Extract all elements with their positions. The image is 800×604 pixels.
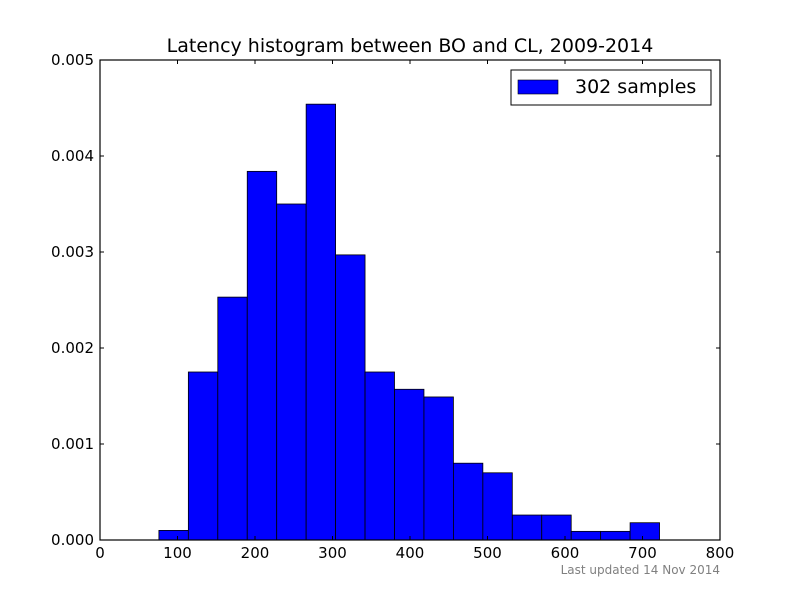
legend-label: 302 samples [575,76,696,98]
histogram-bar [629,522,660,541]
y-tick-label: 0.005 [51,51,94,69]
histogram-bar [217,296,248,541]
histogram-bar [600,530,631,541]
histogram-bar [482,472,513,541]
x-tick-label: 200 [241,544,270,562]
histogram-bar [158,530,189,541]
legend-swatch [517,79,559,95]
y-tick-label: 0.000 [51,531,94,549]
y-tick-label: 0.002 [51,339,94,357]
x-tick-label: 600 [551,544,580,562]
histogram-bar [541,514,572,541]
histogram-bar [364,371,395,541]
histogram-bar [423,396,454,541]
histogram-bar [246,170,278,541]
x-tick-label: 100 [163,544,192,562]
histogram-bar [276,203,307,541]
histogram-bar [305,103,336,541]
histogram-bar [452,462,484,541]
histogram-bar [187,371,219,541]
histogram-bar [511,514,543,541]
legend: 302 samples [510,69,712,106]
y-tick-label: 0.003 [51,243,94,261]
ticks-layer [99,59,721,541]
histogram-bar [570,530,602,541]
bars-layer [158,103,660,541]
x-tick-label: 0 [95,544,105,562]
histogram-bar [335,254,366,541]
y-tick-label: 0.004 [51,147,94,165]
footer-note: Last updated 14 Nov 2014 [561,563,720,577]
x-tick-label: 300 [318,544,347,562]
histogram-bar [394,388,425,541]
tick-labels-layer: 0 100 200 300 400 500 600 700 800 0.000 0.001 0.002… [51,51,734,562]
x-tick-label: 800 [706,544,735,562]
x-tick-label: 400 [396,544,425,562]
y-tick-label: 0.001 [51,435,94,453]
chart-title: Latency histogram between BO and CL, 200… [167,35,654,57]
x-tick-label: 500 [473,544,502,562]
x-tick-label: 700 [628,544,657,562]
